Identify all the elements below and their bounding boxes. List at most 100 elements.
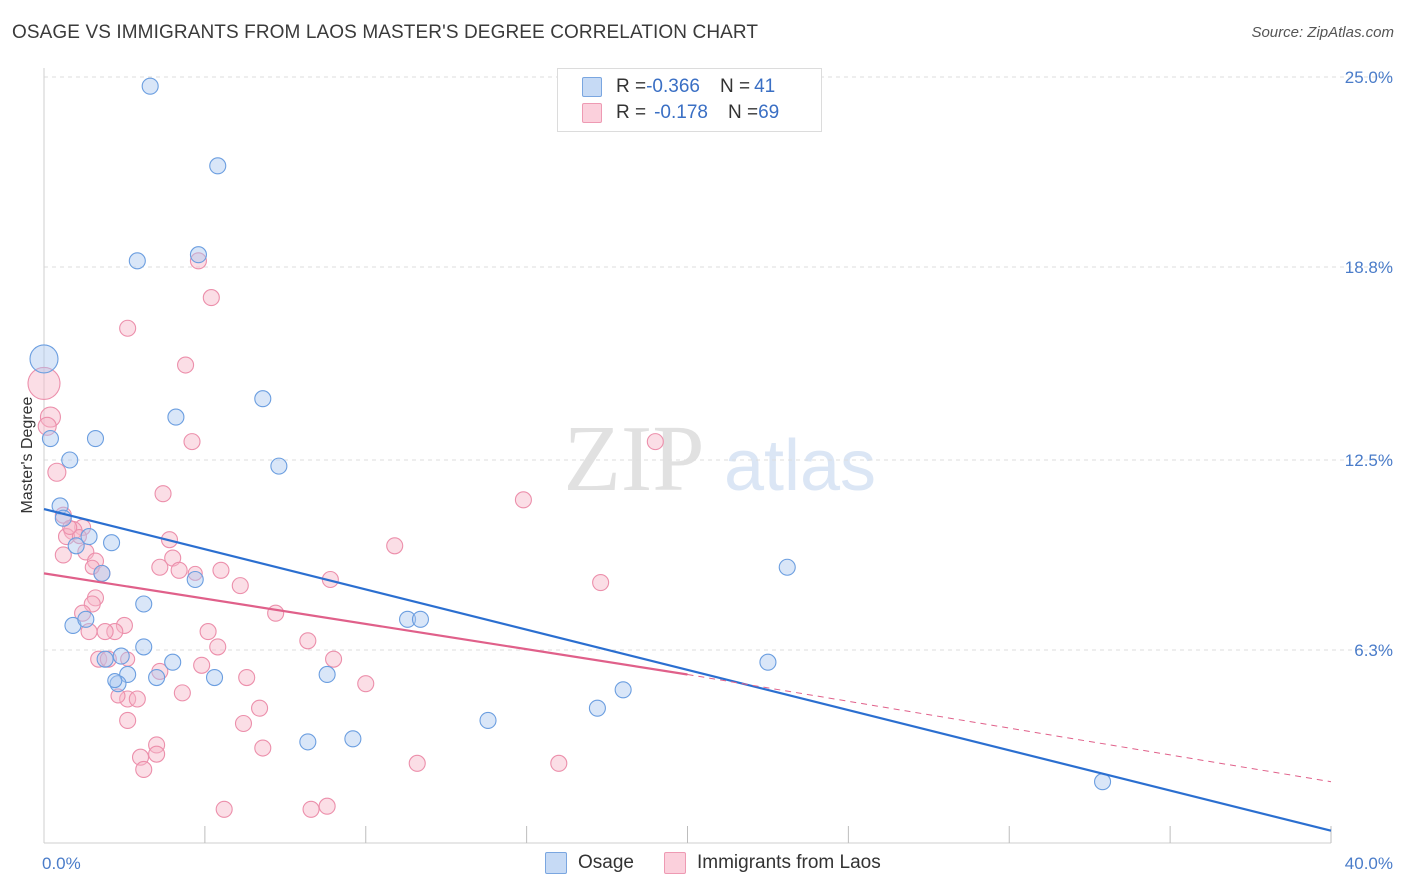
y-tick-label: 6.3% [1354,641,1393,660]
osage-point [164,653,182,671]
osage-point [399,610,417,628]
osage-point [67,537,85,555]
laos-point [27,366,61,400]
source-label: Source: ZipAtlas.com [1251,24,1394,41]
laos-point [234,714,253,733]
osage-point [411,610,429,628]
laos-point [514,491,532,509]
laos-point [408,754,426,772]
tick-labels: 6.3% 12.5% 18.8% 25.0% 0.0% 40.0% [42,68,1393,873]
osage-legend-label: Osage [578,852,634,873]
osage-point [107,673,123,689]
osage-point [205,668,224,687]
osage-point [778,558,796,576]
laos-point [106,623,124,641]
osage-point [209,157,227,175]
watermark-zip: ZIP [564,407,705,511]
laos-point [550,754,568,772]
y-tick-label: 18.8% [1345,258,1393,277]
osage-point [86,430,105,448]
watermark-atlas: atlas [724,426,876,506]
osage-point [588,699,606,717]
osage-point [112,647,130,665]
trend-lines [43,507,1332,832]
laos-point [148,736,166,754]
laos-point [71,529,87,545]
osage-point [148,668,166,687]
laos-point [646,433,664,451]
osage-point [479,711,497,729]
x-tick-label-start: 0.0% [42,854,81,873]
osage-point [41,430,59,448]
laos-point [119,319,137,337]
laos-point [386,537,404,555]
osage-point [61,451,79,469]
laos-point [318,797,336,815]
laos-swatch [582,103,602,123]
osage-point [93,564,111,582]
legend-item-osage: Osage [545,852,634,874]
osage-point [103,534,121,552]
laos-point [592,574,610,592]
n-value-laos: 69 [758,102,780,123]
laos-point [177,356,195,374]
osage-trend-line [43,507,1332,832]
laos-point [299,632,317,650]
laos-point [151,558,169,576]
legend-item-laos: Immigrants from Laos [663,852,881,874]
series-legend: Osage Immigrants from Laos [545,852,911,874]
laos-point [90,650,108,668]
osage-point [135,595,153,613]
y-axis-label: Master's Degree [19,396,36,513]
r-value-osage: -0.366 [646,76,700,97]
y-tick-label: 12.5% [1345,451,1393,470]
n-label: N = [719,76,751,97]
laos-point [119,711,137,729]
osage-legend-swatch [545,852,567,874]
laos-point [47,462,67,482]
laos-point [202,289,220,307]
laos-point [54,546,72,564]
laos-point [135,760,153,779]
osage-point [167,408,185,426]
laos-point [189,252,207,270]
laos-point [267,604,285,622]
osage-point [344,730,362,748]
osage-point [77,610,95,628]
r-label: R = [616,76,647,97]
osage-swatch [582,77,602,97]
osage-point [189,246,207,264]
laos-point [254,739,272,757]
osage-point [299,733,317,751]
laos-point [62,519,78,535]
laos-point [212,561,230,579]
laos-point [325,650,343,668]
laos-point [231,577,249,595]
laos-point [128,690,146,708]
legend-row-laos: R = -0.178 N = 69 [582,100,779,126]
correlation-legend: R = -0.366 N = 41 R = -0.178 N = 69 [557,68,822,132]
n-label: N = [727,102,759,123]
laos-point [199,623,217,641]
chart-title: OSAGE VS IMMIGRANTS FROM LAOS MASTER'S D… [12,22,759,43]
laos-trend-line [43,572,688,676]
osage-point [96,650,114,668]
osage-point [80,528,98,546]
x-tick-label-end: 40.0% [1345,854,1393,873]
osage-point [141,77,159,95]
data-points [27,77,1112,818]
laos-point [110,688,126,704]
laos-point [187,565,203,581]
r-value-laos: -0.178 [654,102,708,123]
laos-point [209,638,227,656]
laos-point [302,800,320,818]
laos-point [193,656,211,674]
legend-row-osage: R = -0.366 N = 41 [582,74,775,100]
laos-point [238,668,256,687]
laos-point [173,684,191,702]
laos-legend-swatch [663,852,686,874]
laos-point [84,559,100,575]
laos-point [148,745,166,763]
laos-point [357,675,375,693]
